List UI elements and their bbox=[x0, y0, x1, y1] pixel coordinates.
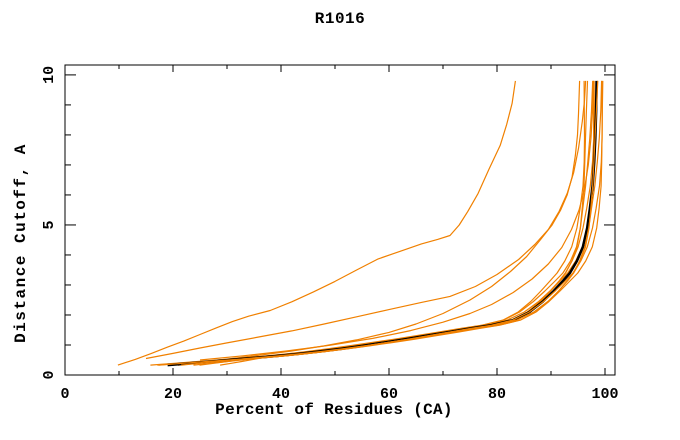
y-tick-label: 0 bbox=[41, 370, 58, 379]
page-title: R1016 bbox=[314, 10, 366, 28]
x-tick-label: 100 bbox=[592, 386, 619, 403]
x-tick-label: 60 bbox=[380, 386, 398, 403]
model-curve bbox=[199, 80, 595, 366]
x-tick-label: 20 bbox=[164, 386, 182, 403]
x-axis-label: Percent of Residues (CA) bbox=[215, 401, 453, 419]
y-axis-label: Distance Cutoff, A bbox=[12, 143, 30, 343]
model-deviator-upper bbox=[145, 80, 587, 360]
y-tick-label: 5 bbox=[41, 220, 58, 229]
model-curve bbox=[177, 80, 594, 366]
model-curve bbox=[181, 80, 599, 366]
model-curve bbox=[157, 80, 595, 366]
y-tick-label: 10 bbox=[41, 66, 58, 84]
model-curve bbox=[193, 80, 603, 366]
model-outlier-far bbox=[117, 80, 516, 366]
x-tick-label: 40 bbox=[272, 386, 290, 403]
model-outlier-mid bbox=[194, 80, 581, 363]
model-curve bbox=[150, 80, 589, 366]
model-curve bbox=[158, 80, 603, 366]
model-curve bbox=[177, 80, 586, 366]
consensus-curve bbox=[167, 80, 598, 367]
x-tick-label: 0 bbox=[60, 386, 69, 403]
x-tick-label: 80 bbox=[488, 386, 506, 403]
model-curve bbox=[220, 80, 604, 366]
plot-frame bbox=[64, 64, 616, 376]
model-deviator-slight bbox=[199, 80, 594, 361]
